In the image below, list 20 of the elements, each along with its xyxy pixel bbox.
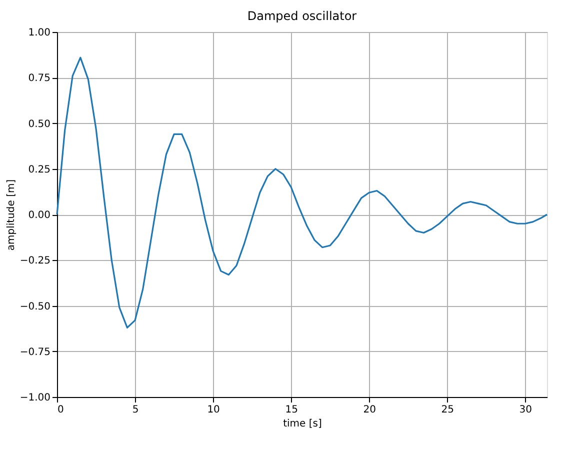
x-tick-label: 15 <box>285 404 298 416</box>
x-tick-label: 20 <box>363 404 376 416</box>
y-tick-label: −1.00 <box>20 392 50 404</box>
x-tick-label: 0 <box>58 404 64 416</box>
chart-title: Damped oscillator <box>247 9 357 23</box>
x-tick-label: 30 <box>519 404 532 416</box>
x-axis-title: time [s] <box>283 418 322 430</box>
y-tick-label: −0.75 <box>20 346 50 358</box>
x-tick-label: 25 <box>441 404 454 416</box>
y-tick-label: 0.75 <box>28 73 50 84</box>
y-tick-label: 0.50 <box>28 118 50 130</box>
y-axis-title: amplitude [m] <box>6 179 17 251</box>
y-tick-label: −0.50 <box>20 301 50 312</box>
x-tick-label: 5 <box>132 404 139 416</box>
y-tick-label: 1.00 <box>28 28 50 38</box>
y-tick-label: 0.00 <box>28 210 50 221</box>
y-tick-label: −0.25 <box>20 256 50 267</box>
x-tick-label: 10 <box>207 404 220 416</box>
y-tick-label: 0.25 <box>28 164 50 176</box>
line-series <box>56 56 548 328</box>
